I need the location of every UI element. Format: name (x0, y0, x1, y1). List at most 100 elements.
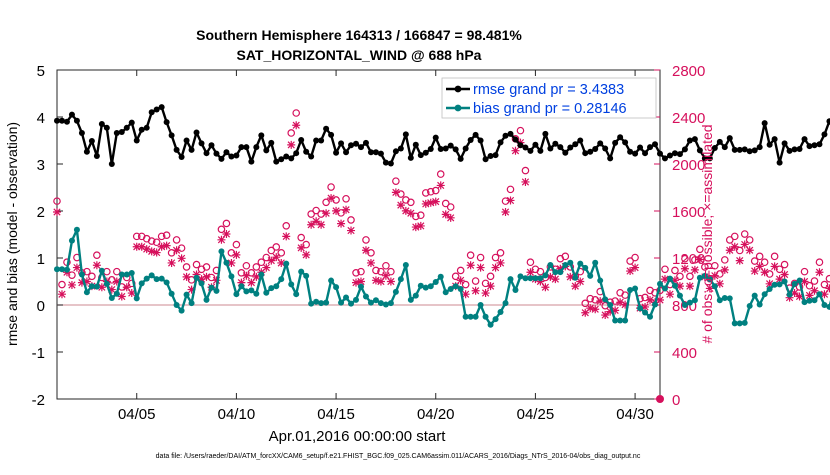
bias-point (637, 305, 644, 312)
bias-point (821, 302, 828, 308)
obs-possible-point (242, 261, 251, 270)
rmse-point (681, 146, 688, 153)
bias-point (592, 259, 599, 266)
bias-point (801, 299, 808, 306)
bias-point (701, 272, 708, 279)
rmse-point (98, 121, 105, 128)
rmse-point (88, 137, 95, 144)
obs-possible-point (760, 258, 769, 267)
legend-rmse-marker (454, 85, 462, 93)
bias-point (188, 300, 195, 307)
rmse-point (467, 137, 474, 144)
rmse-point (592, 145, 599, 152)
rmse-point (761, 120, 768, 127)
obs-possible-point (207, 273, 216, 282)
obs-assimilated-point (237, 278, 246, 287)
obs-possible-point (805, 281, 814, 290)
bias-point (652, 301, 659, 308)
bias-point (402, 262, 409, 269)
obs-assimilated-point (765, 279, 774, 288)
obs-possible-point (162, 231, 171, 240)
rmse-point (776, 159, 783, 166)
bias-point (482, 313, 489, 320)
obs-possible-point (147, 237, 156, 245)
obs-assimilated-point (347, 226, 356, 235)
obs-assimilated-point (521, 177, 530, 186)
obs-assimilated-point (820, 290, 829, 299)
obs-possible-point (745, 236, 754, 244)
rmse-point (497, 139, 504, 146)
obs-assimilated-point (491, 263, 500, 272)
bias-point (223, 259, 230, 266)
rmse-point (627, 148, 634, 155)
rmse-point (741, 146, 748, 153)
rmse-point (487, 153, 494, 160)
bias-point (791, 280, 798, 287)
obs-assimilated-point (267, 256, 276, 265)
rmse-point (223, 149, 230, 156)
obs-possible-point (456, 266, 465, 275)
obs-assimilated-point (242, 271, 251, 280)
bias-point (597, 277, 604, 284)
obs-assimilated-point (670, 276, 679, 285)
obs-possible-point (132, 232, 141, 241)
y-right-tick-label: 1200 (672, 251, 705, 268)
obs-possible-point (177, 244, 186, 252)
rmse-point (462, 145, 469, 152)
rmse-point (676, 151, 683, 158)
rmse-point (333, 149, 340, 156)
bias-point (68, 237, 75, 244)
bias-point (522, 275, 529, 282)
y-right-tick-label: 2800 (672, 63, 705, 80)
obs-assimilated-point (760, 268, 769, 277)
bias-point (502, 300, 509, 307)
rmse-point (283, 153, 290, 160)
obs-assimilated-point (361, 246, 370, 255)
bias-point (647, 313, 654, 320)
rmse-point (103, 124, 110, 131)
obs-assimilated-point (795, 292, 804, 301)
bias-point (711, 283, 718, 290)
rmse-point (303, 148, 310, 155)
bias-point (686, 299, 693, 306)
rmse-point (377, 150, 384, 157)
obs-assimilated-point (72, 263, 81, 272)
rmse-point (766, 141, 773, 148)
obs-assimilated-point (297, 243, 306, 252)
bias-point (542, 272, 549, 279)
bias-point (691, 297, 698, 304)
rmse-point (318, 137, 325, 144)
obs-assimilated-point (591, 305, 600, 314)
obs-assimilated-point (665, 290, 674, 299)
rmse-point (427, 145, 434, 152)
rmse-point (457, 155, 464, 162)
obs-assimilated-point (132, 242, 141, 251)
bias-point (432, 278, 439, 285)
obs-assimilated-point (167, 258, 176, 267)
obs-possible-point (626, 257, 634, 265)
obs-possible-point (357, 267, 365, 276)
rmse-point (452, 146, 459, 153)
bias-point (577, 260, 584, 267)
rmse-point (208, 142, 215, 149)
rmse-point (213, 150, 220, 157)
obs-assimilated-point (621, 300, 630, 309)
obs-assimilated-point (456, 276, 465, 285)
bias-point (761, 291, 768, 298)
obs-assimilated-point (656, 295, 664, 304)
legend: rmse grand pr = 3.4383 bias grand pr = 0… (441, 77, 657, 119)
rmse-point (617, 134, 624, 141)
obs-possible-point (237, 268, 246, 277)
obs-possible-point (257, 258, 266, 267)
obs-assimilated-point (471, 286, 480, 295)
obs-possible-point (586, 294, 595, 303)
bias-point (273, 283, 280, 290)
obs-assimilated-point (287, 140, 296, 149)
obs-possible-point (397, 190, 405, 198)
obs-assimilated-point (391, 188, 400, 197)
bias-point (283, 260, 290, 267)
obs-possible-point (83, 267, 91, 276)
obs-assimilated-point (705, 284, 714, 293)
obs-assimilated-point (416, 221, 425, 230)
chart-title-line1: Southern Hemisphere 164313 / 166847 = 98… (196, 27, 522, 43)
